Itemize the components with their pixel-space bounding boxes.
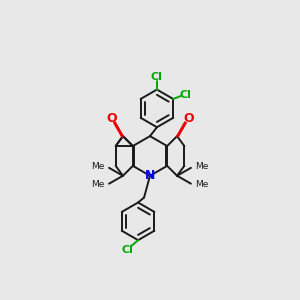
Text: Me: Me [91,180,105,189]
Text: O: O [106,112,117,125]
Text: Cl: Cl [151,72,163,82]
Text: Me: Me [91,162,105,171]
Text: Cl: Cl [121,245,133,256]
Text: Me: Me [195,162,209,171]
Text: N: N [145,169,155,182]
Text: O: O [183,112,194,125]
Text: Cl: Cl [179,90,191,100]
Text: Me: Me [195,180,209,189]
